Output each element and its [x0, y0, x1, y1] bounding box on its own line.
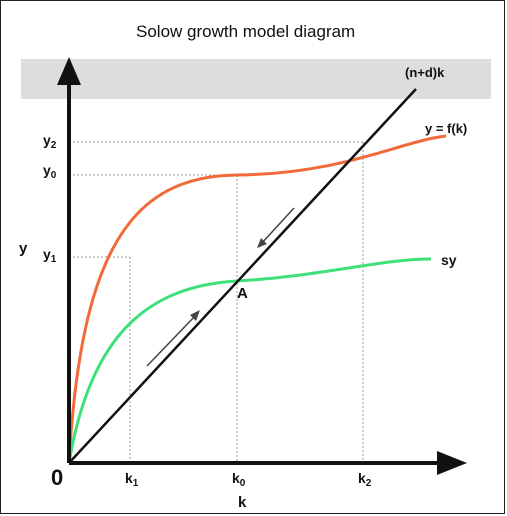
production-label: y = f(k) [425, 121, 467, 136]
diagram-title: Solow growth model diagram [136, 22, 355, 41]
depreciation-line [68, 88, 417, 464]
savings-curve [67, 257, 432, 464]
k-tick-k0: k0 [232, 470, 246, 489]
y-axis [57, 57, 81, 463]
production-curve [67, 134, 447, 464]
steady-state-label: A [237, 285, 248, 302]
depreciation-label: (n+d)k [405, 65, 445, 80]
k-tick-k2: k2 [358, 470, 372, 489]
convergence-arrow-down [257, 207, 295, 248]
k-tick-k1: k1 [125, 470, 139, 489]
y-tick-y2: y2 [43, 132, 57, 151]
y-tick-y0: y0 [43, 162, 57, 181]
x-axis-label: k [238, 494, 247, 511]
y-tick-y1: y1 [43, 246, 57, 265]
origin-label: 0 [51, 465, 63, 490]
savings-label: sy [441, 252, 457, 268]
convergence-arrow-up [146, 310, 200, 367]
x-axis [69, 451, 467, 475]
guide-lines [69, 141, 364, 463]
y-axis-label: y [19, 240, 28, 257]
